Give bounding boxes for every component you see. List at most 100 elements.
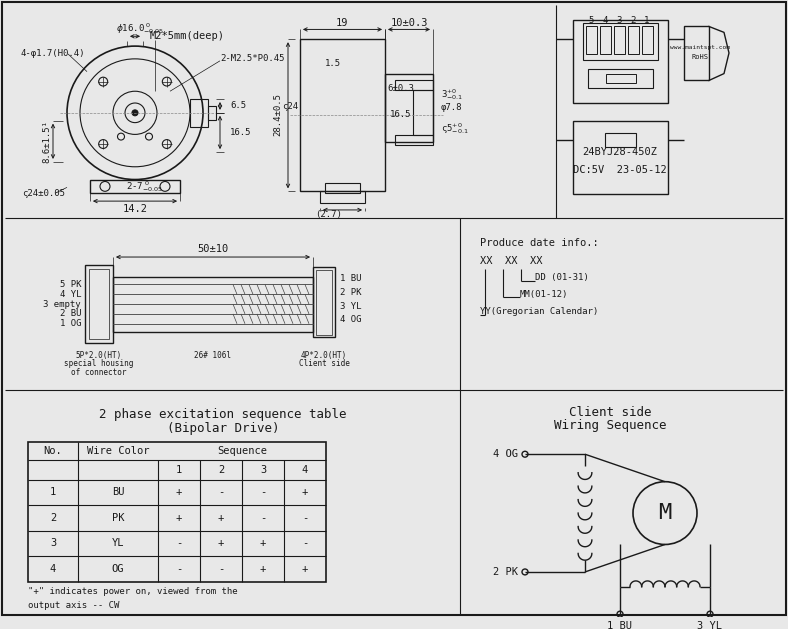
Text: +: +: [260, 564, 266, 574]
Bar: [600, 26, 611, 54]
Text: 2 PK: 2 PK: [340, 288, 362, 297]
Text: 28.4±0.5: 28.4±0.5: [273, 93, 283, 136]
Text: 6±0.3: 6±0.3: [387, 84, 414, 93]
Bar: [190, 99, 208, 126]
Bar: [313, 267, 335, 338]
Text: Wiring Sequence: Wiring Sequence: [554, 420, 666, 432]
Text: 4: 4: [602, 16, 608, 25]
Text: -: -: [217, 487, 224, 498]
Text: 1 BU: 1 BU: [340, 274, 362, 283]
Text: 26# 106l: 26# 106l: [195, 350, 232, 360]
Bar: [642, 26, 653, 54]
Bar: [605, 133, 636, 147]
Text: output axis -- CW: output axis -- CW: [28, 601, 119, 610]
Bar: [395, 135, 433, 145]
Text: 4-φ1.7(H0.4): 4-φ1.7(H0.4): [20, 50, 84, 58]
Bar: [85, 265, 113, 343]
Text: +: +: [176, 513, 182, 523]
Text: RoHS: RoHS: [692, 54, 708, 60]
Text: 4 OG: 4 OG: [340, 315, 362, 325]
Bar: [628, 26, 639, 54]
Text: DD (01-31): DD (01-31): [535, 273, 589, 282]
Text: 3: 3: [260, 465, 266, 475]
Bar: [573, 121, 668, 194]
Text: Client side: Client side: [299, 359, 349, 369]
Bar: [586, 26, 597, 54]
Text: YL: YL: [112, 538, 125, 548]
Text: M2*5mm(deep): M2*5mm(deep): [150, 31, 225, 42]
Text: Produce date info.:: Produce date info.:: [480, 238, 599, 248]
Bar: [113, 277, 313, 331]
Text: 4P*2.0(HT): 4P*2.0(HT): [301, 350, 348, 360]
Text: 1.5: 1.5: [325, 59, 341, 69]
Text: 14.2: 14.2: [122, 204, 147, 214]
Bar: [316, 270, 332, 335]
Bar: [583, 23, 658, 60]
Text: 1 OG: 1 OG: [60, 320, 81, 328]
Text: OG: OG: [112, 564, 125, 574]
Text: PK: PK: [112, 513, 125, 523]
Text: BU: BU: [112, 487, 125, 498]
Text: MM(01-12): MM(01-12): [520, 290, 568, 299]
Text: 2-M2.5*P0.45: 2-M2.5*P0.45: [220, 54, 284, 64]
Text: 16.5: 16.5: [230, 128, 251, 137]
Circle shape: [132, 110, 138, 116]
Text: 24BYJ28-450Z: 24BYJ28-450Z: [582, 147, 657, 157]
Text: 19: 19: [336, 18, 348, 28]
Text: (2.7): (2.7): [315, 210, 342, 220]
Bar: [684, 26, 709, 81]
Bar: [413, 90, 433, 135]
Bar: [606, 74, 636, 84]
Text: of connector: of connector: [71, 369, 127, 377]
Text: 10±0.3: 10±0.3: [390, 18, 428, 28]
Text: 2: 2: [217, 465, 224, 475]
Text: 5P*2.0(HT): 5P*2.0(HT): [76, 350, 122, 360]
Text: -: -: [302, 513, 308, 523]
Text: Sequence: Sequence: [217, 446, 267, 456]
Text: 50±10: 50±10: [197, 244, 229, 254]
Text: -: -: [176, 564, 182, 574]
Text: 3 empty: 3 empty: [43, 299, 81, 309]
Bar: [588, 69, 653, 88]
Text: 4: 4: [50, 564, 56, 574]
Text: -: -: [302, 538, 308, 548]
Text: ς24: ς24: [282, 103, 298, 111]
Text: 1 BU: 1 BU: [608, 621, 633, 629]
Text: M: M: [658, 503, 671, 523]
Text: 16.5: 16.5: [390, 110, 411, 120]
Bar: [320, 191, 365, 203]
Text: special housing: special housing: [65, 359, 134, 369]
Bar: [90, 179, 180, 193]
Text: 5 PK: 5 PK: [60, 280, 81, 289]
Text: Client side: Client side: [569, 406, 651, 418]
Bar: [208, 106, 216, 120]
Text: 2 BU: 2 BU: [60, 309, 81, 318]
Text: 2 PK: 2 PK: [493, 567, 518, 577]
Text: No.: No.: [43, 446, 62, 456]
Text: 1: 1: [50, 487, 56, 498]
Bar: [573, 19, 668, 103]
Text: +: +: [260, 538, 266, 548]
Text: YY(Gregorian Calendar): YY(Gregorian Calendar): [480, 308, 598, 316]
Bar: [395, 81, 433, 90]
Text: 4 OG: 4 OG: [493, 449, 518, 459]
Text: +: +: [217, 513, 224, 523]
Text: -: -: [176, 538, 182, 548]
Text: 8.6±1.5¹: 8.6±1.5¹: [43, 120, 51, 163]
Text: 1: 1: [645, 16, 649, 25]
Text: ς5$^{+0}_{-0.1}$: ς5$^{+0}_{-0.1}$: [441, 121, 469, 136]
Text: 2: 2: [50, 513, 56, 523]
Bar: [614, 26, 625, 54]
Text: 4: 4: [302, 465, 308, 475]
Text: 2 phase excitation sequence table: 2 phase excitation sequence table: [99, 408, 347, 421]
Text: +: +: [302, 564, 308, 574]
Bar: [325, 184, 360, 193]
Text: "+" indicates power on, viewed from the: "+" indicates power on, viewed from the: [28, 587, 238, 596]
Bar: [385, 74, 433, 142]
Text: Wire Color: Wire Color: [87, 446, 149, 456]
Text: $\phi$16.0$^{\ 0}_{-0.05}$: $\phi$16.0$^{\ 0}_{-0.05}$: [116, 21, 164, 36]
Text: -: -: [260, 513, 266, 523]
Text: www.maintspt.com: www.maintspt.com: [670, 45, 730, 50]
Text: 3$^{+0}_{-0.1}$: 3$^{+0}_{-0.1}$: [441, 87, 463, 102]
Text: XX  XX  XX: XX XX XX: [480, 256, 542, 266]
